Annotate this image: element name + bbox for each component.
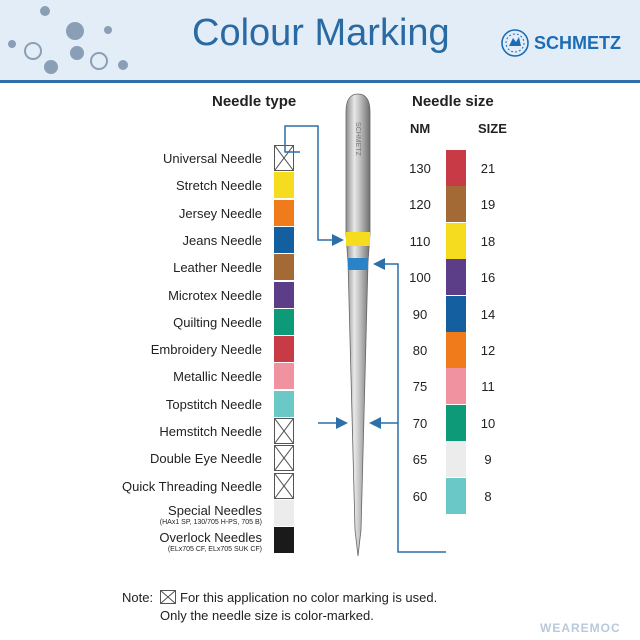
decor-bubble — [70, 46, 84, 60]
needle-type-swatch — [274, 527, 294, 554]
needle-type-label: Stretch Needle — [176, 178, 262, 194]
nm-heading: NM — [410, 121, 431, 136]
needle-type-band — [346, 232, 370, 246]
watermark: WEAREMOC — [540, 621, 621, 635]
needle-size-heading: Needle size — [412, 93, 494, 110]
page-title: Colour Marking — [192, 12, 450, 54]
needle-type-label: Metallic Needle — [173, 369, 262, 385]
size-swatch — [446, 404, 466, 441]
nm-value: 100 — [409, 270, 431, 286]
needle-type-swatch — [274, 254, 294, 281]
size-value: 18 — [480, 233, 496, 249]
needle-type-label: Universal Needle — [163, 151, 262, 166]
no-marking-icon — [160, 590, 176, 604]
needle-type-swatch — [274, 336, 294, 363]
needle-type-label: Overlock Needles — [159, 530, 262, 546]
brand-name: SCHMETZ — [534, 32, 621, 53]
size-value: 10 — [480, 415, 496, 431]
decor-bubble — [66, 22, 84, 40]
note-line-1: For this application no color marking is… — [180, 590, 438, 605]
size-pointer-arrow — [373, 258, 446, 553]
needle-type-label: Topstitch Needle — [165, 396, 262, 412]
needle-engraving: SCHMETZ — [354, 122, 361, 157]
needle-type-label: Jeans Needle — [182, 232, 263, 248]
header-divider — [0, 80, 640, 83]
size-swatch — [446, 150, 466, 186]
needle-type-label: Quick Threading Needle — [122, 478, 262, 494]
decor-bubble — [104, 26, 112, 34]
nm-value: 120 — [409, 197, 431, 213]
type-pointer-arrow — [284, 125, 344, 246]
needle-type-label: Double Eye Needle — [149, 451, 262, 467]
schmetz-emblem-icon — [501, 29, 529, 57]
nm-value: 75 — [412, 379, 428, 395]
no-marking-icon — [274, 445, 294, 471]
needle-type-swatch — [274, 390, 294, 417]
needle-type-label: Leather Needle — [173, 260, 262, 276]
needle-size-band — [348, 258, 368, 270]
size-swatch — [446, 186, 466, 223]
no-marking-icon — [274, 145, 294, 171]
needle-type-label: Microtex Needle — [168, 287, 262, 303]
size-value: 9 — [484, 452, 492, 468]
nm-value: 65 — [412, 452, 428, 468]
size-value: 11 — [481, 379, 495, 395]
decor-bubble — [44, 60, 58, 74]
needle-type-label: Quilting Needle — [173, 314, 262, 330]
needle-type-swatch — [274, 418, 294, 444]
size-value: 19 — [480, 197, 496, 213]
needle-type-label: Special Needles — [168, 502, 262, 518]
nm-value: 90 — [412, 306, 428, 322]
decor-bubble — [8, 40, 16, 48]
needle-type-swatch — [274, 445, 294, 472]
needle-type-sublabel: (HAx1 SP, 130/705 H-PS, 705 B) — [159, 518, 262, 526]
needle-body — [345, 93, 371, 557]
size-value: 16 — [480, 270, 496, 286]
size-swatch — [446, 259, 466, 296]
needle-type-swatch — [274, 226, 294, 253]
needle-type-label: Embroidery Needle — [150, 342, 262, 358]
needle-type-swatch — [274, 281, 294, 308]
no-marking-icon — [274, 473, 294, 498]
needle-type-swatch — [274, 199, 294, 226]
header-banner — [0, 0, 640, 80]
size-swatch — [446, 441, 466, 478]
needle-type-heading: Needle type — [212, 93, 297, 110]
decor-bubble — [40, 6, 50, 16]
decor-bubble — [118, 60, 128, 70]
nm-value: 70 — [412, 415, 428, 431]
needle-type-label: Hemstitch Needle — [159, 424, 262, 439]
brand-logo: SCHMETZ — [500, 28, 621, 58]
nm-value: 130 — [409, 161, 431, 176]
note-line-2: Only the needle size is color-marked. — [160, 608, 374, 623]
size-value: 21 — [480, 161, 496, 176]
size-swatch — [446, 332, 466, 368]
needle-type-swatch — [274, 499, 294, 526]
needle-type-sublabel: (ELx705 CF, ELx705 SUK CF) — [167, 546, 262, 554]
size-swatch — [446, 368, 466, 405]
needle-type-swatch — [274, 308, 294, 335]
decor-bubble — [90, 52, 108, 70]
needle-type-label: Jersey Needle — [178, 205, 262, 221]
no-marking-icon — [274, 418, 294, 444]
nm-value: 60 — [412, 488, 428, 504]
size-heading: SIZE — [478, 121, 507, 136]
size-swatch — [446, 477, 466, 514]
size-value: 12 — [480, 343, 496, 358]
decor-bubble — [24, 42, 42, 60]
nm-value: 110 — [409, 233, 431, 249]
size-swatch — [446, 222, 466, 259]
size-swatch — [446, 295, 466, 332]
size-value: 14 — [480, 306, 496, 322]
note-prefix: Note: — [122, 590, 154, 605]
nm-value: 80 — [412, 343, 428, 358]
size-value: 8 — [484, 488, 492, 504]
needle-type-swatch — [274, 172, 294, 199]
needle-type-swatch — [274, 472, 294, 499]
needle-type-swatch — [274, 363, 294, 390]
